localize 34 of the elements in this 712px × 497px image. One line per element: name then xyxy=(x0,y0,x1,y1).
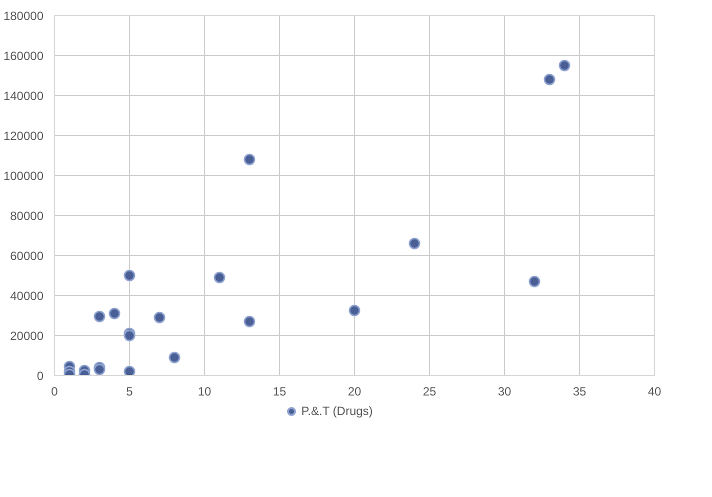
point xyxy=(124,270,136,282)
x-tick-label: 30 xyxy=(498,384,512,398)
point xyxy=(244,154,256,166)
x-tick-label: 15 xyxy=(272,384,286,398)
point xyxy=(108,308,120,320)
x-tick-label: 5 xyxy=(126,384,134,398)
y-tick-label: 160000 xyxy=(3,49,44,63)
point xyxy=(528,276,540,288)
y-tick-label: 120000 xyxy=(3,129,44,143)
point xyxy=(408,238,420,250)
point xyxy=(154,312,166,324)
point xyxy=(544,74,556,86)
x-tick-label: 0 xyxy=(51,384,58,398)
x-tick-label: 25 xyxy=(422,384,436,398)
point xyxy=(558,60,570,72)
point xyxy=(124,366,136,376)
y-tick-label: 100000 xyxy=(3,169,44,183)
legend-label: P.&.T (Drugs) xyxy=(301,403,373,420)
x-tick-label: 20 xyxy=(348,384,362,398)
x-tick-label: 35 xyxy=(572,384,586,398)
y-tick-label: 80000 xyxy=(10,209,44,223)
y-tick-label: 140000 xyxy=(3,89,44,103)
y-tick-label: 20000 xyxy=(10,329,44,343)
point xyxy=(168,352,180,364)
x-tick-label: 40 xyxy=(648,384,662,398)
point xyxy=(214,272,226,284)
y-tick-label: 0 xyxy=(36,369,44,383)
point xyxy=(244,316,256,328)
point xyxy=(94,310,106,322)
y-tick-label: 40000 xyxy=(10,289,44,303)
y-tick-label: 180000 xyxy=(3,9,44,23)
point xyxy=(348,304,360,316)
y-tick-label: 60000 xyxy=(10,249,44,263)
x-tick-label: 10 xyxy=(198,384,212,398)
